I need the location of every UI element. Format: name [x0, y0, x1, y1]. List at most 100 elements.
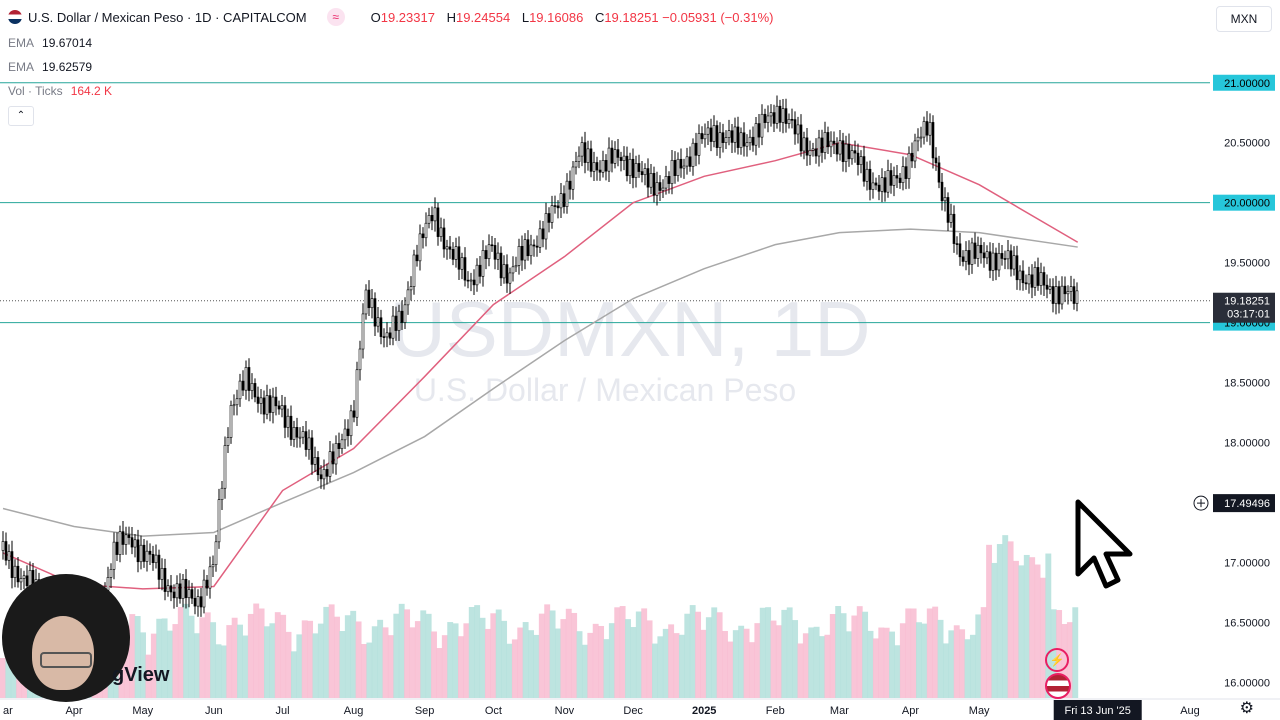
candle-body — [604, 160, 608, 172]
candle-body — [913, 140, 917, 162]
candle-body — [1069, 286, 1073, 292]
candle-body — [991, 252, 995, 271]
candle-body — [1060, 285, 1064, 305]
volume-bar — [797, 643, 804, 698]
candle-body — [247, 367, 251, 391]
brand-text: gView — [112, 664, 170, 686]
candle-body — [826, 132, 830, 148]
watermark-name: U.S. Dollar / Mexican Peso — [414, 372, 796, 408]
symbol-title[interactable]: U.S. Dollar / Mexican Peso · 1D · CAPITA… — [28, 9, 307, 25]
volume-bar — [161, 618, 168, 698]
candle-body — [613, 149, 617, 164]
candle-body — [676, 158, 680, 176]
candle-body — [655, 182, 659, 196]
candle-body — [172, 591, 176, 599]
candle-body — [538, 228, 542, 248]
volume-bar — [608, 623, 615, 698]
candle-body — [631, 158, 635, 178]
volume-bar — [387, 635, 394, 698]
candle-body — [412, 254, 416, 287]
volume-bar — [167, 630, 173, 698]
ema-legend-2[interactable]: EMA 19.62579 — [8, 60, 92, 74]
volume-bar — [1039, 577, 1046, 698]
candle-body — [1057, 286, 1061, 305]
candle-body — [667, 176, 671, 184]
volume-bar — [1023, 554, 1030, 698]
candle-body — [868, 168, 872, 190]
candle-body — [532, 244, 536, 247]
volume-bar — [668, 624, 675, 698]
x-tick-label: Oct — [485, 705, 502, 717]
currency-button[interactable]: MXN — [1216, 6, 1272, 32]
candle-body — [214, 541, 218, 566]
candle-body — [679, 158, 683, 169]
candle-body — [979, 244, 983, 254]
candle-body — [526, 239, 530, 257]
volume-bar — [975, 614, 982, 698]
volume-bar — [813, 626, 820, 698]
candle-body — [727, 130, 731, 138]
candle-body — [766, 115, 770, 123]
candle-body — [823, 132, 827, 153]
candle-body — [373, 298, 377, 327]
candle-body — [436, 207, 440, 237]
indicator-icon[interactable]: ≈ — [326, 8, 345, 26]
candle-body — [925, 121, 929, 136]
flash-icon[interactable]: ⚡ — [1045, 648, 1069, 672]
ema-legend-1[interactable]: EMA 19.67014 — [8, 36, 92, 50]
candle-body — [184, 578, 188, 599]
candle-body — [958, 243, 962, 258]
candle-body — [523, 239, 527, 261]
candle-body — [271, 396, 275, 413]
volume-bar — [926, 608, 933, 698]
settings-gear-icon[interactable]: ⚙ — [1239, 700, 1254, 717]
candle-body — [364, 289, 368, 315]
candle-body — [406, 289, 410, 306]
volume-bar — [420, 610, 427, 698]
volume-bar — [479, 617, 486, 698]
candle-body — [367, 289, 371, 309]
candle-body — [259, 397, 263, 404]
candle-body — [685, 156, 689, 167]
candle-body — [691, 142, 695, 167]
candle-body — [163, 568, 167, 592]
volume-bar — [641, 608, 648, 698]
collapse-legend-button[interactable]: ⌃ — [8, 106, 34, 126]
volume-legend[interactable]: Vol · Ticks 164.2 K — [8, 84, 112, 98]
candle-body — [517, 245, 521, 266]
candle-body — [646, 168, 650, 188]
x-tick-label: 2025 — [692, 705, 716, 717]
volume-bar — [436, 648, 443, 698]
volume-bar — [528, 630, 534, 698]
candle-body — [856, 152, 860, 165]
candle-body — [793, 119, 797, 135]
candle-body — [238, 380, 242, 400]
candle-body — [445, 246, 449, 250]
volume-bar — [829, 614, 836, 698]
candle-body — [919, 136, 923, 139]
x-tick-label: Apr — [65, 705, 82, 717]
candle-body — [985, 251, 989, 259]
ema-long-line — [2, 228, 1078, 537]
volume-bar — [458, 636, 464, 698]
volume-bar — [921, 623, 928, 698]
candle-body — [232, 404, 236, 407]
volume-bar — [1066, 622, 1073, 698]
candle-body — [430, 214, 434, 222]
ema-value: 19.67014 — [42, 36, 93, 50]
flag-icon[interactable] — [1045, 673, 1071, 699]
candle-body — [1033, 267, 1037, 288]
candle-body — [910, 152, 914, 162]
candle-body — [553, 205, 557, 207]
y-tick-label: 19.50000 — [1224, 258, 1270, 270]
volume-bar — [156, 618, 163, 698]
volume-bar — [625, 619, 631, 698]
candle-body — [160, 568, 164, 580]
candle-body — [283, 405, 287, 428]
volume-bar — [468, 607, 475, 698]
volume-bar — [204, 612, 211, 698]
volume-bar — [371, 626, 378, 698]
candle-body — [226, 437, 230, 446]
volume-bar — [899, 623, 906, 698]
